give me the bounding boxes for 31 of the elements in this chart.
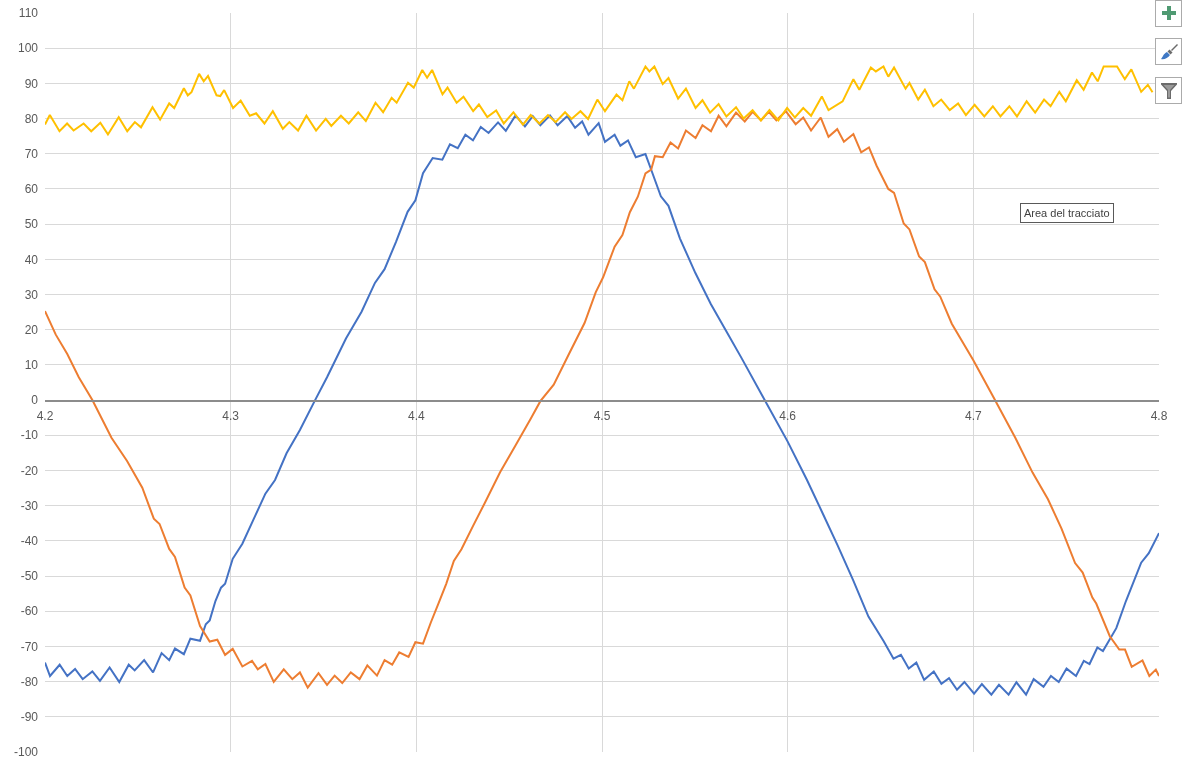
x-tick-label: 4.3	[222, 409, 240, 423]
x-tick-label: 4.6	[779, 409, 797, 423]
y-tick-label: 20	[24, 322, 39, 337]
y-tick-label: -100	[13, 745, 39, 760]
y-tick-label: 10	[24, 358, 39, 373]
y-tick-label: 60	[24, 182, 39, 197]
y-tick-label: -10	[20, 428, 39, 443]
y-tick-label: 80	[24, 111, 39, 126]
x-tick-label: 4.8	[1150, 409, 1168, 423]
x-tick-label: 4.4	[407, 409, 425, 423]
y-tick-label: 90	[24, 76, 39, 91]
y-tick-label: -90	[20, 710, 39, 725]
y-tick-label: 100	[17, 41, 39, 56]
x-tick-label: 4.2	[36, 409, 54, 423]
y-tick-label: 30	[24, 287, 39, 302]
y-tick-label: -20	[20, 463, 39, 478]
y-tick-label: 0	[31, 393, 39, 408]
y-tick-label: -70	[20, 639, 39, 654]
y-tick-label: -40	[20, 534, 39, 549]
y-tick-label: 50	[24, 217, 39, 232]
x-tick-label: 4.7	[964, 409, 982, 423]
annotation: Area del tracciato	[1024, 207, 1110, 219]
y-tick-label: -60	[20, 604, 39, 619]
y-tick-label: 110	[18, 6, 39, 21]
y-tick-label: -50	[20, 569, 39, 584]
y-tick-label: 40	[24, 252, 39, 267]
x-tick-label: 4.5	[593, 409, 611, 423]
y-tick-label: -80	[20, 674, 39, 689]
y-tick-label: -30	[20, 498, 39, 513]
y-tick-label: 70	[24, 146, 39, 161]
line-series	[45, 65, 1154, 136]
